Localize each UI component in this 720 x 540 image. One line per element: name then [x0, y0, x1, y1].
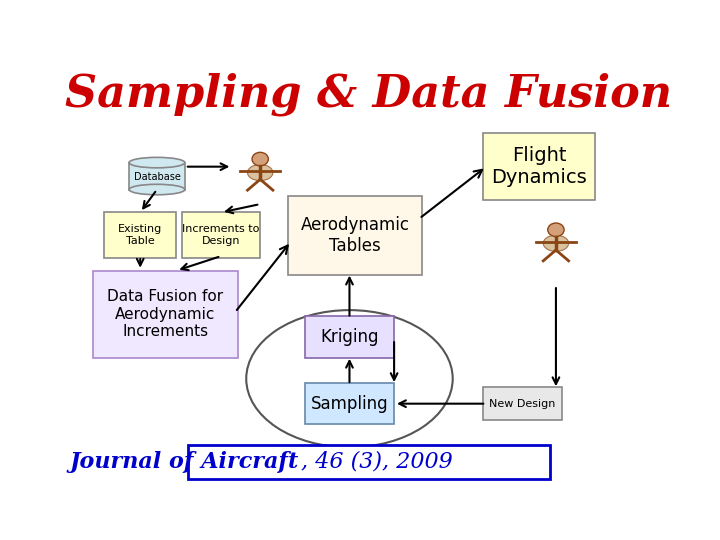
Text: Flight
Dynamics: Flight Dynamics — [491, 146, 587, 187]
FancyBboxPatch shape — [483, 133, 595, 200]
FancyBboxPatch shape — [305, 316, 394, 358]
FancyBboxPatch shape — [93, 271, 238, 358]
Ellipse shape — [543, 235, 569, 252]
Text: Database: Database — [133, 172, 181, 183]
Text: Aerodynamic
Tables: Aerodynamic Tables — [300, 216, 410, 255]
Ellipse shape — [252, 152, 269, 166]
Text: Existing
Table: Existing Table — [118, 225, 162, 246]
Text: Kriging: Kriging — [320, 328, 379, 346]
FancyBboxPatch shape — [305, 383, 394, 424]
FancyBboxPatch shape — [104, 212, 176, 258]
Text: New Design: New Design — [490, 399, 556, 409]
FancyBboxPatch shape — [182, 212, 260, 258]
FancyBboxPatch shape — [483, 387, 562, 420]
Ellipse shape — [129, 157, 185, 168]
Text: Increments to
Design: Increments to Design — [182, 225, 260, 246]
Ellipse shape — [248, 165, 273, 181]
Text: Journal of Aircraft: Journal of Aircraft — [70, 451, 300, 473]
FancyBboxPatch shape — [288, 196, 422, 275]
FancyBboxPatch shape — [188, 446, 550, 478]
Ellipse shape — [129, 184, 185, 195]
Ellipse shape — [548, 223, 564, 237]
Bar — [129, 163, 185, 190]
Text: Sampling & Data Fusion: Sampling & Data Fusion — [66, 72, 672, 116]
Text: , 46 (3), 2009: , 46 (3), 2009 — [301, 451, 453, 473]
Text: Data Fusion for
Aerodynamic
Increments: Data Fusion for Aerodynamic Increments — [107, 289, 223, 339]
Text: Sampling: Sampling — [310, 395, 388, 413]
